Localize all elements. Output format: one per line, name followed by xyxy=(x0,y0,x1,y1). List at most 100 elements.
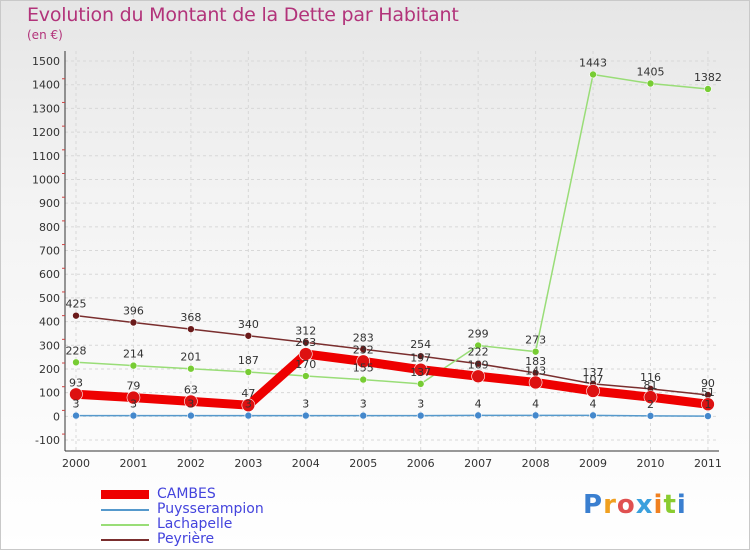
data-label-puysserampion: 4 xyxy=(532,397,539,410)
y-tick-label: 1000 xyxy=(32,173,60,186)
data-label-peyriere: 396 xyxy=(123,305,144,318)
data-point-cambes xyxy=(528,375,543,390)
y-tick-label: 700 xyxy=(39,245,60,258)
x-tick-label: 2010 xyxy=(637,457,665,470)
data-label-peyriere: 116 xyxy=(640,371,661,384)
series-line-cambes xyxy=(71,349,713,410)
data-point-lachapelle xyxy=(129,361,138,370)
data-label-cambes: 81 xyxy=(644,379,658,392)
data-point-puysserampion xyxy=(72,411,80,420)
y-tick-label: 1100 xyxy=(32,150,60,163)
x-tick-label: 2005 xyxy=(349,457,377,470)
logo-letter: i xyxy=(676,490,687,520)
data-label-peyriere: 340 xyxy=(238,318,259,331)
y-tick-label: 300 xyxy=(39,339,60,352)
data-label-peyriere: 425 xyxy=(66,298,87,311)
series-line-puysserampion xyxy=(75,414,709,417)
data-label-puysserampion: 3 xyxy=(187,398,194,411)
legend-label-peyriere: Peyrière xyxy=(157,531,215,547)
data-point-cambes xyxy=(69,387,83,402)
y-tick-label: 200 xyxy=(39,363,60,376)
data-label-puysserampion: 3 xyxy=(130,398,137,411)
data-point-cambes xyxy=(184,394,198,409)
data-label-peyriere: 254 xyxy=(410,338,431,351)
logo-letter: P xyxy=(583,490,604,520)
legend-swatch-peyriere xyxy=(101,538,149,541)
data-label-lachapelle: 1443 xyxy=(579,57,607,70)
y-tick-label: 0 xyxy=(53,410,60,423)
data-point-cambes xyxy=(356,354,371,369)
data-point-lachapelle xyxy=(704,85,712,93)
data-label-lachapelle: 137 xyxy=(410,366,431,379)
data-point-puysserampion xyxy=(646,412,655,420)
data-label-cambes: 143 xyxy=(525,364,546,377)
data-label-cambes: 232 xyxy=(353,343,374,356)
logo-letter: t xyxy=(663,490,677,520)
data-point-peyriere xyxy=(244,331,253,340)
y-tick-label: 500 xyxy=(39,292,60,305)
data-label-peyriere: 183 xyxy=(525,355,546,368)
data-label-cambes: 79 xyxy=(126,380,140,393)
data-point-cambes xyxy=(126,390,141,405)
data-label-cambes: 169 xyxy=(468,358,489,371)
data-label-cambes: 47 xyxy=(241,387,255,400)
data-point-puysserampion xyxy=(301,411,310,420)
data-point-puysserampion xyxy=(589,411,597,420)
data-label-cambes: 63 xyxy=(184,383,198,396)
legend-label-lachapelle: Lachapelle xyxy=(157,516,233,532)
data-point-lachapelle xyxy=(646,79,655,88)
legend-swatch-puysserampion xyxy=(101,508,149,511)
x-tick-label: 2006 xyxy=(407,457,435,470)
legend-label-cambes: CAMBES xyxy=(157,486,216,502)
legend-swatch-lachapelle xyxy=(101,523,149,526)
chart-title: Evolution du Montant de la Dette par Hab… xyxy=(27,4,459,26)
data-label-lachapelle: 299 xyxy=(468,327,489,340)
data-label-lachapelle: 214 xyxy=(123,348,144,361)
data-point-lachapelle xyxy=(359,375,368,384)
data-label-cambes: 51 xyxy=(701,386,715,399)
legend-label-puysserampion: Puysserampion xyxy=(157,501,264,517)
x-tick-label: 2000 xyxy=(62,457,90,470)
x-tick-label: 2008 xyxy=(522,457,550,470)
data-label-cambes: 107 xyxy=(583,373,604,386)
data-label-puysserampion: 3 xyxy=(302,398,309,411)
y-tick-label: 1500 xyxy=(32,55,60,68)
x-tick-label: 2009 xyxy=(579,457,607,470)
data-point-lachapelle xyxy=(244,368,253,376)
data-label-cambes: 197 xyxy=(410,352,431,365)
data-point-puysserampion xyxy=(129,411,138,420)
data-label-lachapelle: 273 xyxy=(525,334,546,347)
data-point-lachapelle xyxy=(72,358,80,367)
data-point-cambes xyxy=(643,390,658,404)
data-label-puysserampion: 2 xyxy=(647,398,654,411)
y-tick-label: 1200 xyxy=(32,126,60,139)
proxiti-logo: Proxiti xyxy=(583,490,687,520)
data-label-peyriere: 90 xyxy=(701,377,715,390)
x-tick-label: 2007 xyxy=(464,457,492,470)
data-point-peyriere xyxy=(416,352,425,360)
x-tick-label: 2002 xyxy=(177,457,205,470)
data-point-lachapelle xyxy=(416,380,425,388)
data-label-puysserampion: 1 xyxy=(704,398,711,411)
data-label-peyriere: 368 xyxy=(180,311,201,324)
data-label-lachapelle: 228 xyxy=(66,344,87,357)
y-tick-label: 400 xyxy=(39,316,60,329)
data-label-lachapelle: 1405 xyxy=(637,66,665,79)
logo-letter: r xyxy=(603,490,617,520)
data-point-puysserampion xyxy=(474,411,482,420)
data-point-cambes xyxy=(701,397,715,412)
logo-letter: i xyxy=(653,490,664,520)
data-label-lachapelle: 201 xyxy=(180,351,201,364)
data-point-lachapelle xyxy=(301,372,310,380)
y-tick-label: -100 xyxy=(35,434,60,447)
x-tick-label: 2004 xyxy=(292,457,320,470)
data-point-puysserampion xyxy=(244,411,253,420)
data-label-lachapelle: 187 xyxy=(238,354,259,367)
data-label-peyriere: 283 xyxy=(353,331,374,344)
legend-swatch-cambes xyxy=(101,490,149,499)
data-label-lachapelle: 155 xyxy=(353,362,374,375)
data-label-puysserampion: 3 xyxy=(360,398,367,411)
y-tick-label: 1300 xyxy=(32,102,60,115)
